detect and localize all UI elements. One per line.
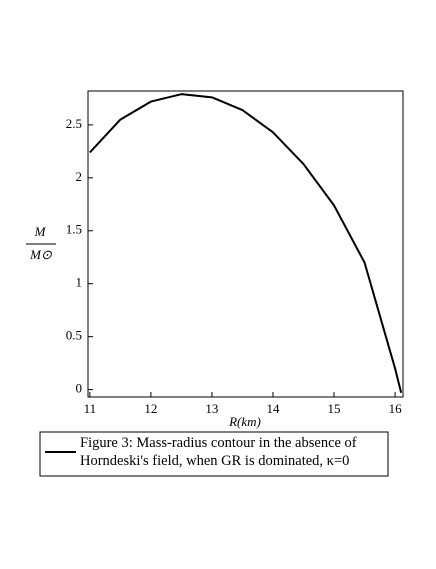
y-label-denominator: M⊙ (29, 247, 52, 262)
legend-box (39, 431, 389, 477)
x-tick-label: 16 (389, 401, 403, 416)
x-tick-label: 15 (328, 401, 341, 416)
y-tick-label: 1 (76, 275, 83, 290)
x-tick-label: 11 (84, 401, 97, 416)
plot-frame (87, 90, 404, 398)
y-tick-label: 0.5 (66, 328, 82, 343)
legend-label: Figure 3: Mass-radius contour in the abs… (80, 435, 357, 469)
y-tick-label: 0 (76, 381, 83, 396)
series-line (89, 93, 403, 394)
x-tick-label: 13 (205, 401, 218, 416)
y-label-numerator: M (34, 224, 47, 239)
x-tick-label: 14 (266, 401, 280, 416)
y-tick-label: 2.5 (66, 116, 82, 131)
x-label: R(km) (228, 414, 261, 429)
y-tick-label: 1.5 (66, 222, 82, 237)
legend-entry: Figure 3: Mass-radius contour in the abs… (80, 435, 357, 469)
x-tick-label: 12 (144, 401, 157, 416)
y-tick-label: 2 (76, 169, 83, 184)
